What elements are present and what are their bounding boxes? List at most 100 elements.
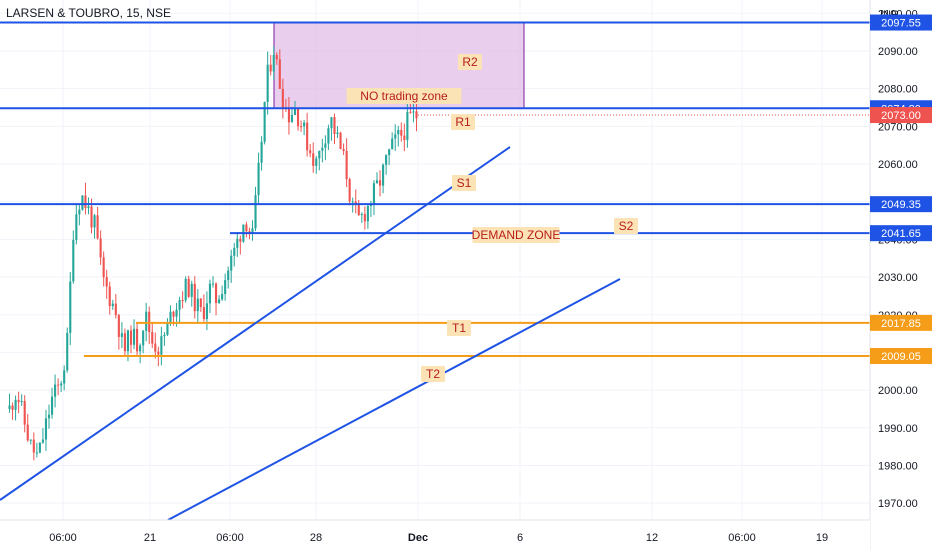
- annotation-label-r1[interactable]: R1: [455, 115, 471, 129]
- y-tick-label: 2060.00: [878, 159, 918, 171]
- annotation-bg: [451, 114, 475, 130]
- candle-body: [357, 205, 360, 215]
- candle-body: [275, 54, 278, 60]
- candle-body: [281, 88, 284, 108]
- candle-body: [385, 155, 388, 165]
- candle-body: [151, 332, 154, 344]
- candle-body: [382, 164, 385, 186]
- candle-body: [342, 148, 345, 151]
- candle-body: [400, 129, 403, 136]
- candle-body: [372, 183, 376, 204]
- price-axis[interactable]: INR1970.001980.001990.002000.002010.0020…: [869, 0, 932, 550]
- candle-body: [336, 132, 339, 135]
- candle-body: [306, 122, 309, 151]
- candle-body: [360, 214, 363, 216]
- candle-body: [111, 303, 114, 307]
- candle-body: [287, 107, 290, 123]
- candle-body: [114, 303, 117, 316]
- candle-body: [184, 278, 187, 301]
- candle-body: [132, 328, 136, 345]
- annotation-bg: [421, 366, 445, 382]
- drawn-lines[interactable]: [0, 21, 870, 521]
- candle-body: [339, 132, 342, 149]
- candle-body: [245, 224, 248, 232]
- candle-body: [345, 150, 348, 180]
- candle-body: [233, 247, 236, 256]
- candle-body: [108, 286, 111, 307]
- candle-body: [366, 206, 369, 222]
- candle-body: [93, 215, 96, 228]
- candle-body: [397, 129, 400, 135]
- annotation-label-t2[interactable]: T2: [426, 367, 440, 381]
- candle-body: [388, 149, 391, 156]
- candle-body: [172, 311, 175, 317]
- annotation-label-demand-zone[interactable]: DEMAND ZONE: [472, 228, 561, 242]
- y-tick-label: 2080.00: [878, 84, 918, 96]
- uptrend-line-upper[interactable]: [0, 146, 511, 501]
- candle-body: [221, 294, 224, 300]
- candle-body: [227, 270, 230, 281]
- candle-body: [154, 343, 157, 352]
- price-level-label: 2049.35: [881, 199, 921, 211]
- candle-body: [60, 383, 63, 386]
- candle-body: [99, 238, 102, 258]
- candle-body: [269, 64, 272, 72]
- candle-body: [348, 179, 351, 202]
- candle-body: [160, 336, 163, 355]
- x-tick-label: 21: [144, 532, 156, 544]
- candle-body: [406, 111, 409, 140]
- candle-body: [211, 283, 215, 285]
- annotation-bg: [447, 320, 471, 336]
- candle-body: [14, 399, 17, 410]
- symbol-title: LARSEN & TOUBRO, 15, NSE: [6, 6, 171, 20]
- candle-body: [75, 214, 78, 240]
- candle-body: [50, 396, 54, 415]
- candle-body: [290, 114, 294, 123]
- x-tick-label: 6: [517, 532, 523, 544]
- annotation-label-r2[interactable]: R2: [462, 55, 478, 69]
- candle-body: [29, 439, 32, 441]
- candle-body: [41, 439, 44, 443]
- candle-body: [363, 214, 366, 222]
- candle-body: [123, 333, 126, 352]
- candle-body: [69, 281, 72, 333]
- candle-body: [78, 209, 81, 215]
- candle-body: [412, 111, 415, 113]
- time-axis-bg: [0, 520, 870, 550]
- candle-body: [136, 328, 139, 352]
- candle-body: [266, 64, 269, 102]
- annotation-label-s2[interactable]: S2: [619, 219, 634, 233]
- candle-body: [327, 128, 330, 144]
- uptrend-line-lower[interactable]: [167, 278, 621, 521]
- candle-body: [11, 405, 14, 410]
- candle-body: [214, 283, 218, 303]
- annotations[interactable]: R2 NO trading zone R1 S1 DEMAND ZONE S2 T1 T2: [346, 54, 639, 382]
- x-tick-label: 06:00: [728, 532, 756, 544]
- annotation-label-no-trading-zone[interactable]: NO trading zone: [360, 89, 448, 103]
- candle-body: [251, 228, 254, 233]
- candle-body: [403, 135, 406, 140]
- candle-body: [330, 117, 333, 129]
- time-axis[interactable]: 06:00 21 06:00 28 Dec 6 12 06:00 19: [0, 519, 870, 550]
- candle-body: [72, 239, 75, 282]
- annotation-label-s1[interactable]: S1: [457, 176, 472, 190]
- x-tick-label: 28: [310, 532, 322, 544]
- candle-body: [315, 158, 318, 166]
- candle-body: [54, 384, 57, 397]
- annotation-bg: [458, 54, 482, 70]
- candle-body: [196, 298, 199, 312]
- candle-body: [178, 300, 181, 310]
- candle-body: [224, 280, 227, 295]
- candle-body: [409, 111, 412, 113]
- candle-body: [257, 162, 260, 196]
- candle-body: [375, 180, 379, 184]
- annotation-label-t1[interactable]: T1: [452, 321, 466, 335]
- x-tick-label: 12: [646, 532, 658, 544]
- x-tick-label: Dec: [408, 532, 428, 544]
- y-tick-label: 1980.00: [878, 460, 918, 472]
- candle-body: [278, 59, 281, 89]
- price-level-badge: [870, 107, 932, 124]
- candle-body: [142, 330, 145, 346]
- candle-body: [293, 108, 297, 115]
